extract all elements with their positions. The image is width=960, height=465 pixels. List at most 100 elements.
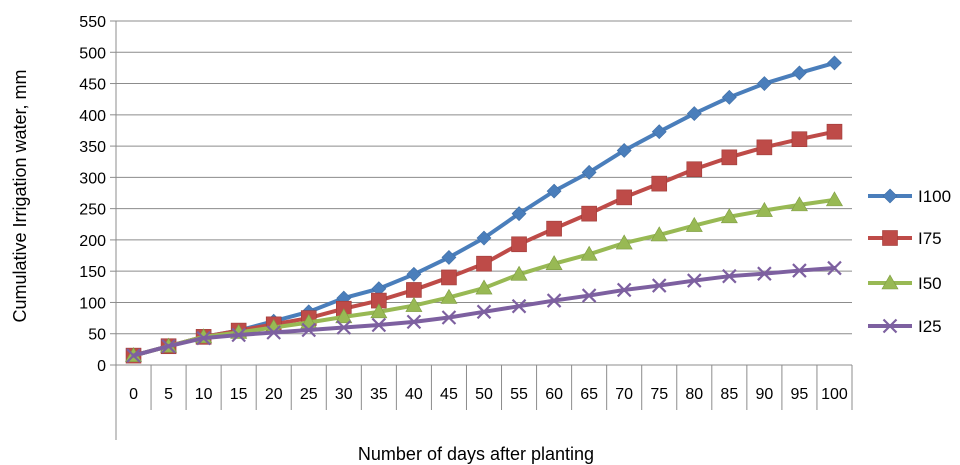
series-i25 — [126, 260, 842, 363]
y-tick-labels: 0 50 100 150 200 250 300 350 400 450 500 550 — [79, 14, 106, 375]
data-point — [827, 260, 842, 276]
data-point — [476, 255, 492, 272]
data-point — [441, 249, 457, 265]
data-point — [722, 268, 737, 284]
data-point — [792, 65, 807, 81]
data-point — [476, 304, 492, 320]
legend-item-i100: I100 — [868, 187, 951, 206]
x-tick-label: 50 — [475, 386, 493, 403]
y-tick-label: 0 — [97, 358, 106, 375]
data-point — [615, 234, 633, 250]
x-tick-label: 100 — [821, 386, 848, 403]
legend-label: I75 — [918, 229, 942, 248]
x-tick-label: 55 — [510, 386, 528, 403]
x-tick-label: 10 — [195, 386, 213, 403]
data-point — [616, 189, 632, 206]
data-point — [825, 191, 843, 207]
x-axis-title: Number of days after planting — [358, 444, 594, 464]
x-tick-label: 60 — [545, 386, 563, 403]
data-point — [161, 338, 176, 354]
axes — [110, 20, 853, 440]
x-tick-label: 5 — [164, 386, 173, 403]
data-point — [616, 282, 632, 298]
legend-marker — [882, 318, 898, 334]
data-point — [406, 266, 422, 282]
x-tick-label: 40 — [405, 386, 423, 403]
data-point — [406, 282, 422, 298]
data-point — [581, 205, 597, 222]
x-tick-label: 70 — [615, 386, 633, 403]
data-point — [405, 296, 423, 312]
data-point — [616, 143, 632, 158]
data-point — [475, 279, 493, 295]
data-point — [721, 89, 737, 105]
data-point — [231, 327, 246, 343]
data-point — [685, 216, 703, 232]
legend-item-i50: I50 — [868, 274, 942, 293]
y-tick-label: 350 — [79, 139, 106, 156]
data-point — [441, 310, 457, 325]
data-point — [336, 320, 352, 335]
data-point — [301, 322, 317, 338]
data-point — [755, 201, 773, 217]
x-tick-label: 45 — [440, 386, 458, 403]
y-tick-label: 100 — [79, 295, 106, 312]
legend-item-i25: I25 — [868, 317, 942, 336]
data-point — [791, 131, 808, 148]
data-point — [511, 206, 527, 222]
data-point — [651, 175, 668, 192]
y-axis-title: Cumulative Irrigation water, mm — [10, 69, 30, 322]
data-point — [581, 164, 597, 180]
x-tick-label: 0 — [129, 386, 138, 403]
legend-label: I100 — [918, 187, 951, 206]
y-tick-label: 500 — [79, 45, 106, 62]
data-point — [721, 149, 738, 166]
data-point — [686, 106, 702, 121]
x-tick-labels: 0 5 10 15 20 25 30 35 40 45 50 55 60 65 70 75 80 85 90 95 10… — [129, 386, 848, 403]
data-point — [687, 273, 702, 288]
legend-marker — [881, 274, 899, 290]
data-point — [580, 245, 598, 261]
data-point — [651, 278, 667, 293]
data-point — [686, 161, 703, 178]
series-i100 — [126, 55, 842, 364]
legend-label: I25 — [918, 317, 942, 336]
x-tick-label: 80 — [685, 386, 703, 403]
series-group — [125, 55, 843, 364]
y-tick-label: 150 — [79, 264, 106, 281]
x-tick-label: 15 — [230, 386, 248, 403]
data-point — [126, 348, 141, 363]
data-point — [370, 303, 388, 319]
data-point — [546, 293, 562, 308]
y-tick-label: 450 — [79, 77, 106, 94]
data-point — [792, 263, 807, 278]
legend-marker — [882, 188, 898, 204]
data-point — [756, 139, 773, 156]
data-point — [406, 314, 422, 330]
x-tick-label: 90 — [755, 386, 773, 403]
gridlines — [116, 20, 852, 335]
data-point — [510, 265, 528, 281]
data-point — [266, 325, 281, 340]
x-tick-label: 75 — [650, 386, 668, 403]
y-tick-label: 250 — [79, 202, 106, 219]
legend-label: I50 — [918, 274, 942, 293]
y-tick-label: 50 — [88, 327, 106, 344]
legend-item-i75: I75 — [868, 229, 942, 248]
data-point — [827, 55, 842, 71]
data-point — [790, 196, 808, 212]
data-point — [440, 288, 458, 304]
y-tick-label: 200 — [79, 233, 106, 250]
data-point — [511, 236, 527, 253]
data-point — [720, 208, 738, 224]
data-point — [371, 317, 387, 333]
data-point — [441, 269, 457, 286]
data-point — [756, 76, 772, 91]
data-point — [581, 288, 597, 303]
y-tick-label: 400 — [79, 108, 106, 125]
x-tick-label: 85 — [720, 386, 738, 403]
x-tick-label: 95 — [791, 386, 809, 403]
data-point — [757, 266, 772, 281]
data-point — [196, 330, 211, 346]
data-point — [546, 220, 562, 237]
